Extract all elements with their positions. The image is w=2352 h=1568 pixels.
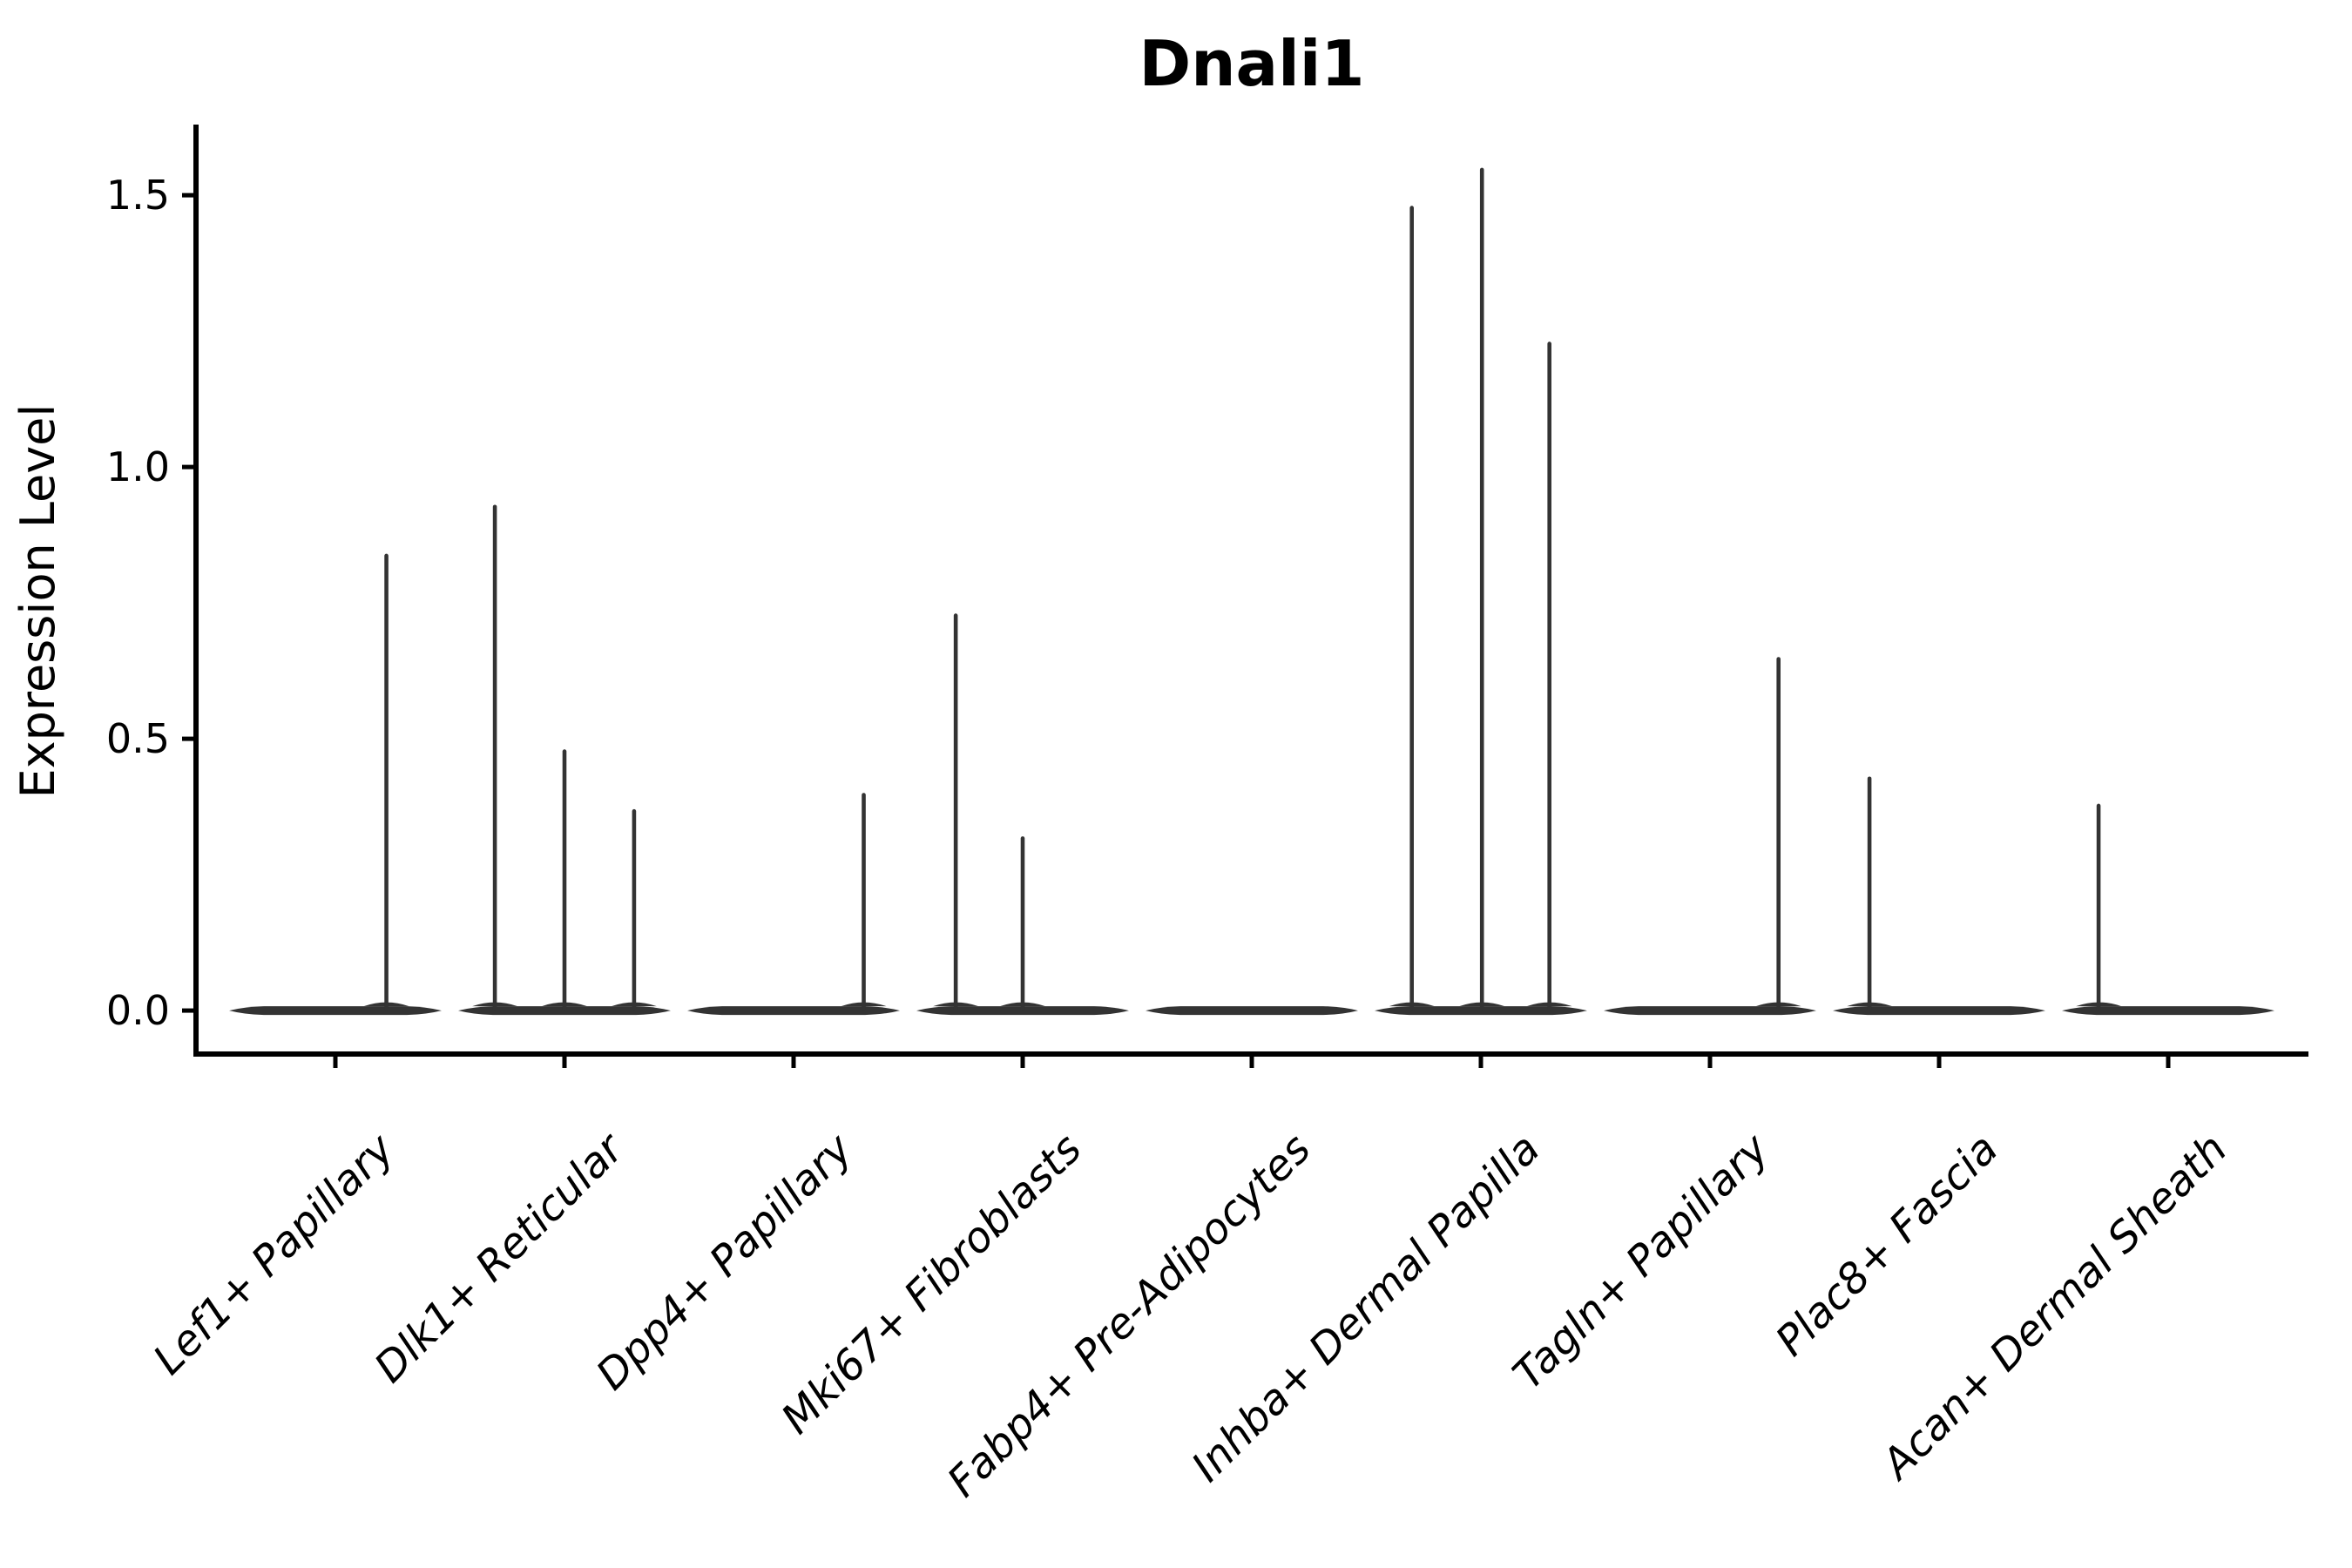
y-tick-label: 0.0	[106, 987, 170, 1034]
plot-title: Dnali1	[1139, 27, 1364, 100]
y-tick-label: 0.5	[106, 715, 170, 762]
x-tick-label-plac8-fascia: Plac8+ Fascia	[1767, 1125, 2008, 1366]
y-tick-label: 1.5	[106, 172, 170, 219]
violin-body	[1604, 1006, 1816, 1016]
violin-body	[1146, 1006, 1358, 1016]
violin-body	[1833, 1006, 2045, 1016]
x-tick-label-dlk1-reticular: Dlk1+ Reticular	[365, 1123, 635, 1393]
y-axis-label: Expression Level	[10, 404, 65, 799]
y-tick-label: 1.0	[106, 443, 170, 490]
x-tick-label-tagln-papillary: Tagln+ Papillary	[1504, 1124, 1779, 1399]
violin-body	[2062, 1006, 2274, 1016]
violin-body	[1375, 1006, 1587, 1016]
x-tick-label-lef1-papillary: Lef1+ Papillary	[144, 1124, 404, 1384]
violin-body	[229, 1006, 442, 1016]
x-tick-label-dpp4-papillary: Dpp4+ Papillary	[587, 1124, 862, 1399]
violin-body	[687, 1006, 900, 1016]
x-tick-label-fabp4-pre-adipocytes: Fabp4+ Pre-Adipocytes	[938, 1125, 1321, 1507]
